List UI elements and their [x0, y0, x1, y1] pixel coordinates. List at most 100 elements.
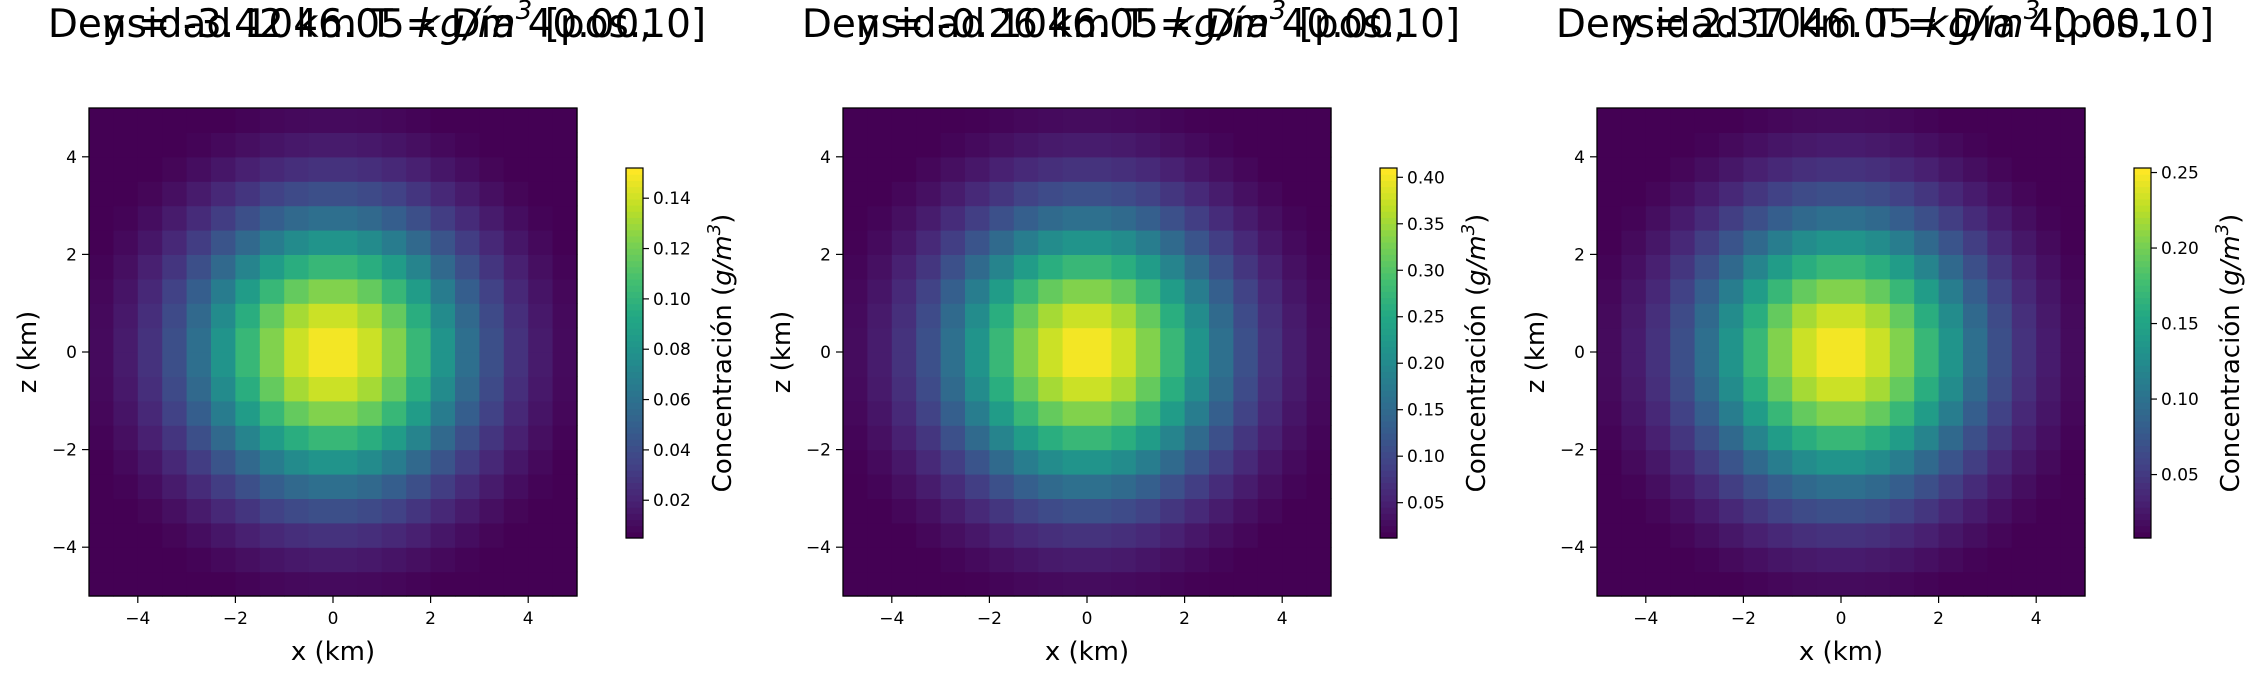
heatmap-cell: [1767, 498, 1793, 524]
heatmap-cell: [552, 400, 578, 426]
colorbar-segment: [1380, 420, 1397, 428]
heatmap-cell: [528, 327, 554, 353]
colorbar-segment: [626, 402, 643, 410]
colorbar-segment: [2134, 198, 2151, 206]
colorbar-segment: [2134, 334, 2151, 342]
heatmap-cell: [528, 352, 554, 377]
heatmap-cell: [186, 181, 212, 207]
heatmap-cell: [1865, 327, 1891, 353]
heatmap-cell: [430, 400, 456, 426]
heatmap-cell: [1767, 474, 1793, 499]
heatmap-cell: [1306, 376, 1332, 402]
heatmap-cell: [1257, 498, 1283, 524]
heatmap-cell: [2060, 474, 2086, 499]
heatmap-cell: [1087, 376, 1112, 402]
colorbar-segment: [626, 346, 643, 354]
heatmap-cell: [1889, 425, 1915, 451]
heatmap-cell: [1865, 254, 1891, 280]
heatmap-cell: [1914, 278, 1940, 304]
heatmap-cell: [528, 547, 554, 573]
colorbar-segment: [1380, 322, 1397, 329]
heatmap-cell: [1282, 352, 1308, 377]
colorbar-segment: [1380, 501, 1397, 508]
heatmap-cell: [137, 425, 163, 451]
heatmap-cell: [1160, 352, 1186, 377]
heatmap-cell: [1233, 132, 1259, 158]
heatmap-cell: [1062, 425, 1088, 451]
heatmap-cell: [1306, 132, 1332, 158]
heatmap-cell: [1792, 132, 1818, 158]
heatmap-cell: [867, 132, 893, 158]
colorbar-segment: [2134, 482, 2151, 490]
heatmap-cell: [2011, 254, 2037, 280]
heatmap-cell: [843, 352, 868, 377]
heatmap-cell: [1963, 132, 1988, 158]
heatmap-cell: [552, 108, 578, 133]
heatmap-cell: [503, 254, 529, 280]
heatmap-cell: [89, 205, 114, 231]
heatmap-cell: [1184, 400, 1210, 426]
heatmap-cell: [989, 254, 1015, 280]
heatmap-cell: [1792, 181, 1818, 207]
heatmap-cell: [1597, 425, 1622, 451]
heatmap-cell: [940, 474, 966, 499]
heatmap-cell: [891, 352, 917, 377]
heatmap-cell: [1670, 449, 1696, 475]
heatmap-cell: [308, 425, 334, 451]
heatmap-cell: [2036, 522, 2062, 548]
heatmap-cell: [1743, 376, 1769, 402]
heatmap-cell: [503, 425, 529, 451]
heatmap-cell: [284, 425, 310, 451]
heatmap-cell: [940, 449, 966, 475]
colorbar-segment: [1380, 328, 1397, 336]
heatmap-cell: [1306, 547, 1332, 573]
heatmap-cell: [211, 352, 236, 377]
y-tick-label: −2: [52, 441, 77, 461]
heatmap-cell: [1233, 571, 1259, 597]
heatmap-cell: [284, 400, 310, 426]
heatmap-cell: [1233, 327, 1259, 353]
heatmap-cell: [1645, 449, 1671, 475]
heatmap-cell: [940, 400, 966, 426]
heatmap-cell: [867, 376, 893, 402]
heatmap-cell: [162, 327, 188, 353]
heatmap-cell: [2011, 571, 2037, 597]
heatmap-cell: [1670, 205, 1696, 231]
heatmap-cell: [1306, 156, 1332, 182]
heatmap-cell: [284, 108, 310, 133]
heatmap-cell: [1645, 205, 1671, 231]
heatmap-cell: [940, 425, 966, 451]
heatmap-cell: [186, 278, 212, 304]
heatmap-cell: [357, 254, 383, 280]
heatmap-cell: [1062, 352, 1088, 377]
heatmap-cell: [1111, 132, 1137, 158]
heatmap-cell: [1184, 181, 1210, 207]
heatmap-cell: [989, 205, 1015, 231]
colorbar-segment: [626, 168, 643, 175]
y-tick-label: −4: [1560, 538, 1585, 558]
heatmap-cell: [308, 230, 334, 255]
heatmap-cell: [381, 474, 407, 499]
heatmap-cell: [1816, 132, 1842, 158]
heatmap-cell: [843, 108, 868, 133]
heatmap-cell: [2060, 571, 2086, 597]
heatmap-cell: [1087, 474, 1112, 499]
heatmap-cell: [1233, 498, 1259, 524]
colorbar-segment: [2134, 340, 2151, 348]
colorbar-tick-label: 0.08: [653, 340, 691, 360]
heatmap-cell: [1062, 376, 1088, 402]
colorbar-segment: [626, 420, 643, 428]
heatmap-cell: [89, 132, 114, 158]
heatmap-cell: [1209, 303, 1234, 329]
heatmap-cell: [333, 352, 358, 377]
heatmap-cell: [1233, 230, 1259, 255]
heatmap-cell: [1938, 571, 1964, 597]
heatmap-cell: [235, 205, 261, 231]
heatmap-cell: [916, 571, 942, 597]
heatmap-cell: [259, 522, 285, 548]
colorbar-segment: [2134, 371, 2151, 379]
heatmap-cell: [430, 376, 456, 402]
heatmap-cell: [406, 449, 432, 475]
heatmap-cell: [1889, 230, 1915, 255]
heatmap-cell: [2011, 181, 2037, 207]
